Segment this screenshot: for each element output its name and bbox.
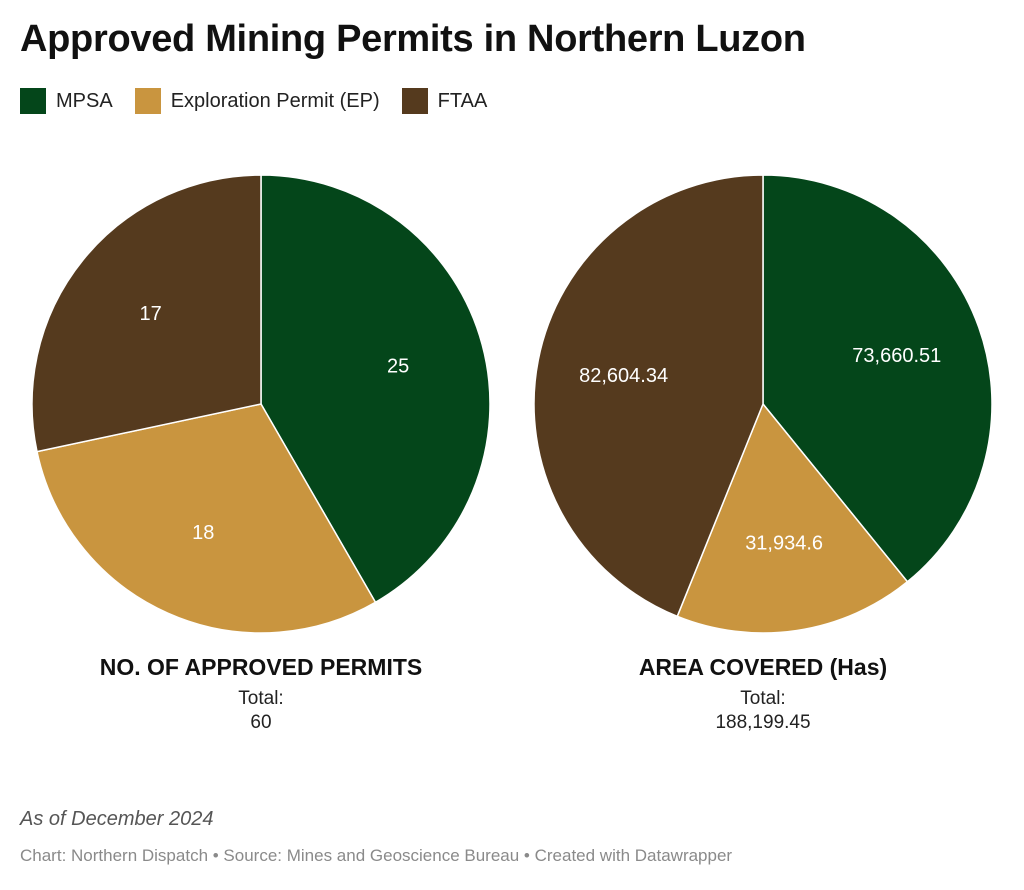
pie-label-permits-ftaa: 17 — [140, 303, 162, 325]
caption-permits: NO. OF APPROVED PERMITS Total: 60 — [31, 654, 491, 735]
pie-chart-area: 73,660.51 31,934.6 82,604.34 — [533, 174, 993, 634]
legend-item-mpsa: MPSA — [20, 88, 113, 114]
pie-slice-permits-ftaa — [31, 174, 262, 453]
legend-swatch-ftaa — [401, 88, 428, 114]
date-note: As of December 2024 — [20, 808, 214, 830]
legend: MPSA Exploration Permit (EP) FTAA — [20, 88, 509, 114]
pie-slice-area-exploration — [676, 402, 909, 634]
caption-permits-total-label: Total: — [238, 688, 284, 709]
pie-label-area-mpsa: 73,660.51 — [852, 345, 941, 367]
legend-swatch-mpsa — [20, 88, 46, 114]
pie-label-permits-mpsa: 25 — [387, 356, 409, 378]
legend-label-mpsa: MPSA — [56, 89, 113, 112]
legend-label-ftaa: FTAA — [437, 89, 488, 112]
caption-area: AREA COVERED (Has) Total: 188,199.45 — [533, 654, 993, 735]
chart-title: Approved Mining Permits in Northern Luzo… — [20, 18, 806, 60]
pie-slice-permits-exploration — [36, 403, 377, 634]
pie-chart-permits: 25 18 17 — [31, 174, 491, 634]
caption-permits-heading: NO. OF APPROVED PERMITS — [99, 654, 423, 680]
pie-slice-area-ftaa — [533, 174, 764, 618]
pie-slice-area-mpsa — [762, 174, 993, 583]
legend-label-ep: Exploration Permit (EP) — [170, 89, 380, 112]
pie-label-area-exploration: 31,934.6 — [745, 533, 823, 555]
caption-permits-total-value: 60 — [250, 712, 272, 733]
source-footer: Chart: Northern Dispatch • Source: Mines… — [20, 846, 733, 865]
pie-slice-permits-mpsa — [260, 174, 491, 604]
legend-item-ftaa: FTAA — [401, 88, 488, 114]
pie-label-area-ftaa: 82,604.34 — [579, 365, 668, 387]
pie-label-permits-exploration: 18 — [192, 522, 214, 544]
legend-item-ep: Exploration Permit (EP) — [134, 88, 380, 114]
legend-swatch-ep — [134, 88, 161, 114]
caption-area-total-label: Total: — [740, 688, 786, 709]
caption-area-heading: AREA COVERED (Has) — [638, 654, 888, 680]
caption-area-total-value: 188,199.45 — [715, 712, 811, 733]
